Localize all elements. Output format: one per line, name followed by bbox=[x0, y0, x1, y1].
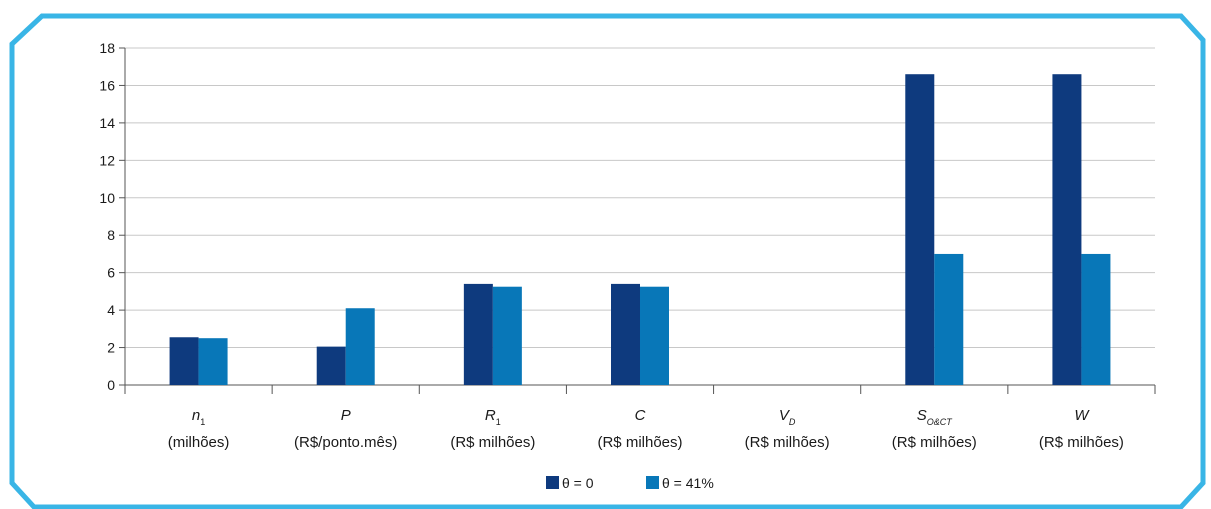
bar-theta-41-5 bbox=[934, 253, 964, 385]
y-tick-label: 12 bbox=[99, 152, 115, 168]
legend-swatch-1 bbox=[646, 476, 659, 489]
legend-label-0: θ = 0 bbox=[562, 475, 594, 491]
category-subscript: D bbox=[789, 417, 796, 427]
y-tick-label: 0 bbox=[107, 377, 115, 393]
category-symbol-main: n bbox=[192, 407, 200, 424]
bar-theta-0-3 bbox=[611, 283, 640, 385]
category-symbol: R1 bbox=[485, 407, 501, 427]
bar-theta-41-0 bbox=[198, 338, 228, 385]
category-symbol-main: V bbox=[779, 407, 791, 424]
category-unit: (milhões) bbox=[168, 434, 230, 451]
category-symbol-main: R bbox=[485, 407, 496, 424]
category-symbol-main: P bbox=[341, 407, 351, 424]
y-tick-label: 2 bbox=[107, 340, 115, 356]
bar-theta-0-0 bbox=[169, 337, 199, 385]
bar-theta-0-6 bbox=[1052, 74, 1082, 385]
category-subscript: 1 bbox=[200, 417, 205, 427]
y-tick-label: 10 bbox=[99, 190, 115, 206]
category-unit: (R$ milhões) bbox=[745, 434, 830, 451]
legend-label-1: θ = 41% bbox=[662, 475, 714, 491]
category-symbol: n1 bbox=[192, 407, 205, 427]
bar-theta-0-1 bbox=[316, 346, 346, 385]
y-tick-label: 4 bbox=[107, 302, 115, 318]
category-symbol: SO&CT bbox=[917, 407, 954, 427]
category-unit: (R$ milhões) bbox=[892, 434, 977, 451]
category-symbol: P bbox=[341, 407, 351, 424]
y-tick-label: 16 bbox=[99, 77, 115, 93]
category-symbol: VD bbox=[779, 407, 796, 427]
y-tick-label: 8 bbox=[107, 227, 115, 243]
bar-theta-41-3 bbox=[640, 286, 669, 385]
category-subscript: 1 bbox=[496, 417, 501, 427]
bar-theta-0-2 bbox=[463, 283, 493, 385]
y-tick-label: 6 bbox=[107, 265, 115, 281]
bar-theta-41-6 bbox=[1081, 253, 1111, 385]
category-unit: (R$ milhões) bbox=[1039, 434, 1124, 451]
category-unit: (R$/ponto.mês) bbox=[294, 434, 397, 451]
legend-swatch-0 bbox=[546, 476, 559, 489]
bar-theta-41-1 bbox=[345, 308, 375, 385]
category-symbol-main: S bbox=[917, 407, 927, 424]
y-tick-label: 14 bbox=[99, 115, 115, 131]
category-symbol-main: C bbox=[635, 407, 646, 424]
chart-frame bbox=[9, 13, 1206, 509]
bar-theta-41-2 bbox=[492, 286, 522, 385]
y-tick-label: 18 bbox=[99, 40, 115, 56]
bar-theta-0-5 bbox=[905, 74, 935, 385]
category-symbol: C bbox=[635, 407, 646, 424]
category-symbol: W bbox=[1074, 407, 1090, 424]
category-unit: (R$ milhões) bbox=[597, 434, 682, 451]
category-subscript: O&CT bbox=[927, 417, 954, 427]
category-unit: (R$ milhões) bbox=[450, 434, 535, 451]
category-symbol-main: W bbox=[1074, 407, 1090, 424]
